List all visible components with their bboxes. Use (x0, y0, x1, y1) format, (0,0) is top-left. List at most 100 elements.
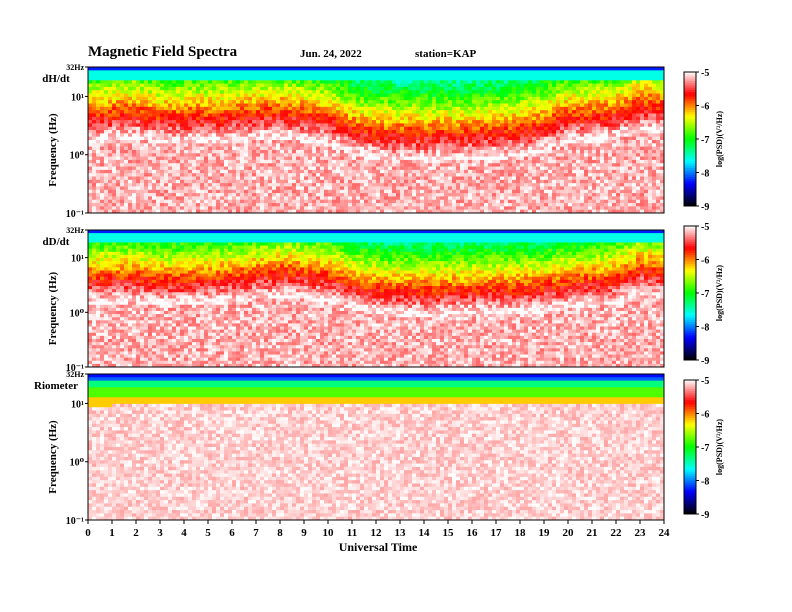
spectrogram-cell (232, 123, 237, 128)
spectrogram-cell (204, 196, 209, 201)
spectrogram-cell (224, 149, 229, 154)
spectrogram-cell (204, 193, 209, 197)
spectrogram-cell (328, 146, 333, 151)
spectrogram-cell (224, 76, 229, 81)
spectrogram-cell (248, 120, 253, 124)
spectrogram-cell (164, 133, 169, 138)
spectrogram-cell (292, 203, 297, 207)
spectrogram-cell (244, 183, 249, 187)
spectrogram-cell (372, 156, 377, 161)
spectrogram-cell (528, 166, 533, 171)
spectrogram-cell (116, 80, 121, 84)
spectrogram-cell (320, 110, 325, 114)
spectrogram-cell (248, 169, 253, 174)
spectrogram-cell (300, 80, 305, 84)
spectrogram-cell (396, 196, 401, 201)
spectrogram-cell (420, 73, 425, 78)
spectrogram-cell (264, 199, 269, 204)
spectrogram-cell (520, 116, 525, 121)
spectrogram-cell (292, 123, 297, 128)
spectrogram-cell (492, 136, 497, 141)
spectrogram-cell (508, 166, 513, 171)
spectrogram-cell (136, 113, 141, 118)
spectrogram-cell (344, 169, 349, 174)
spectrogram-cell (228, 199, 233, 204)
spectrogram-cell (520, 176, 525, 181)
spectrogram-cell (420, 169, 425, 174)
spectrogram-cell (132, 73, 137, 78)
spectrogram-cell (132, 209, 137, 214)
spectrogram-cell (312, 209, 317, 214)
spectrogram-cell (312, 179, 317, 184)
spectrogram-cell (96, 93, 101, 98)
spectrogram-cell (480, 126, 485, 131)
spectrogram-cell (272, 159, 277, 164)
spectrogram-cell (380, 169, 385, 174)
spectrogram-cell (224, 67, 229, 71)
spectrogram-cell (464, 123, 469, 128)
spectrogram-cell (236, 149, 241, 154)
spectrogram-cell (240, 67, 245, 71)
spectrogram-cell (228, 140, 233, 144)
spectrogram-cell (308, 166, 313, 171)
spectrogram-cell (468, 93, 473, 98)
spectrogram-cell (164, 196, 169, 201)
spectrogram-cell (512, 106, 517, 111)
spectrogram-cell (88, 163, 93, 167)
spectrogram-cell (536, 166, 541, 171)
spectrogram-cell (364, 203, 369, 207)
spectrogram-cell (164, 76, 169, 81)
spectrogram-cell (296, 103, 301, 108)
spectrogram-cell (452, 76, 457, 81)
spectrogram-cell (300, 206, 305, 211)
spectrogram-cell (156, 100, 161, 104)
spectrogram-cell (536, 133, 541, 138)
spectrogram-cell (492, 149, 497, 154)
spectrogram-cell (516, 67, 521, 71)
spectrogram-cell (536, 110, 541, 114)
spectrogram-cell (372, 110, 377, 114)
spectrogram-cell (208, 93, 213, 98)
spectrogram-cell (100, 123, 105, 128)
spectrogram-cell (196, 146, 201, 151)
spectrogram-cell (344, 96, 349, 101)
spectrogram-cell (280, 146, 285, 151)
spectrogram-cell (340, 166, 345, 171)
spectrogram-cell (348, 153, 353, 157)
spectrogram-cell (464, 110, 469, 114)
spectrogram-cell (396, 120, 401, 124)
spectrogram-cell (460, 96, 465, 101)
spectrogram-cell (452, 100, 457, 104)
spectrogram-cell (120, 173, 125, 177)
spectrogram-cell (128, 156, 133, 161)
spectrogram-cell (528, 143, 533, 148)
spectrogram-cell (528, 196, 533, 201)
spectrogram-cell (148, 67, 153, 71)
spectrogram-cell (224, 80, 229, 84)
spectrogram-cell (364, 80, 369, 84)
spectrogram-cell (228, 143, 233, 148)
spectrogram-cell (404, 140, 409, 144)
spectrogram-cell (176, 193, 181, 197)
spectrogram-cell (492, 206, 497, 211)
spectrogram-cell (316, 173, 321, 177)
spectrogram-cell (228, 163, 233, 167)
spectrogram-cell (384, 163, 389, 167)
spectrogram-cell (96, 83, 101, 88)
spectrogram-cell (424, 133, 429, 138)
spectrogram-cell (232, 199, 237, 204)
spectrogram-cell (92, 76, 97, 81)
spectrogram-cell (356, 169, 361, 174)
spectrogram-cell (416, 136, 421, 141)
spectrogram-cell (436, 153, 441, 157)
spectrogram-cell (220, 103, 225, 108)
spectrogram-cell (152, 149, 157, 154)
spectrogram-cell (128, 120, 133, 124)
spectrogram-cell (120, 149, 125, 154)
spectrogram-cell (300, 176, 305, 181)
spectrogram-cell (336, 193, 341, 197)
spectrogram-cell (244, 110, 249, 114)
spectrogram-cell (124, 203, 129, 207)
spectrogram-cell (88, 116, 93, 121)
spectrogram-cell (284, 96, 289, 101)
